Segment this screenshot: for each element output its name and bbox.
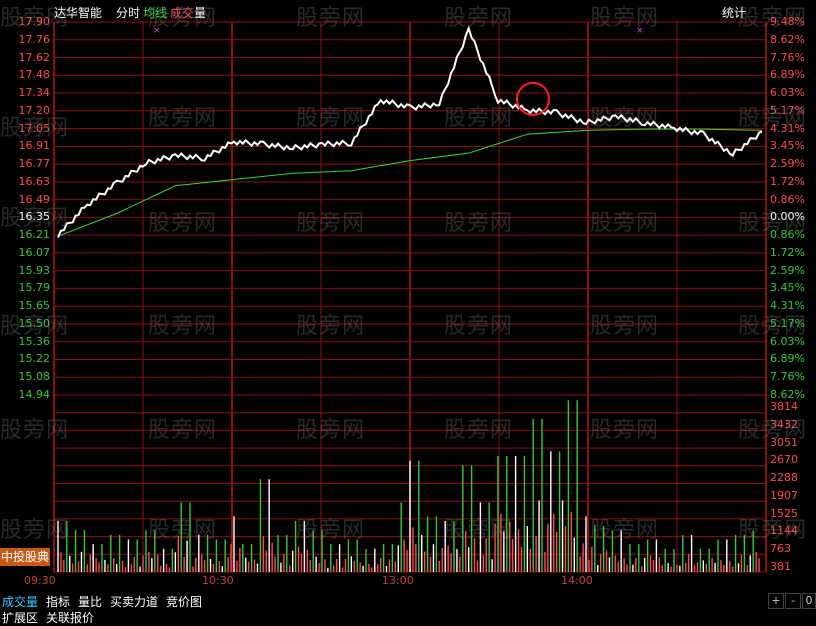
- stock-name: 达华智能: [54, 6, 103, 20]
- bottom-toolbar: 成交量 指标 量比 买卖力道 竞价图 扩展区 关联报价: [0, 591, 816, 625]
- percent-tick: 6.89%: [770, 352, 805, 366]
- percent-tick: 8.62%: [770, 32, 805, 46]
- event-marker-icon: ×: [153, 26, 161, 36]
- price-tick: 16.77: [18, 157, 51, 171]
- percent-tick: 5.17%: [770, 103, 805, 117]
- time-tick: 09:30: [24, 574, 56, 587]
- volume-legend-suffix: 量: [194, 6, 207, 20]
- volume-tick: 763: [770, 541, 791, 555]
- percent-tick: 0.00%: [770, 210, 805, 224]
- percent-tick: 3.45%: [770, 281, 805, 295]
- zoom-in-button[interactable]: +: [768, 593, 784, 609]
- volume-tick: 2288: [770, 471, 798, 485]
- percent-tick: 8.62%: [770, 388, 805, 401]
- time-tick: 14:00: [561, 574, 593, 587]
- event-marker-icon: ×: [636, 26, 644, 36]
- volume-legend: 成交: [170, 6, 195, 20]
- percent-tick: 6.03%: [770, 86, 805, 100]
- percent-tick: 0.86%: [770, 192, 805, 206]
- volume-tick: 3051: [770, 435, 798, 449]
- percent-tick: 3.45%: [770, 139, 805, 153]
- stats-button[interactable]: 统计: [722, 6, 747, 20]
- mode-label[interactable]: 分时: [116, 6, 141, 20]
- price-tick: 16.21: [18, 228, 51, 242]
- percent-tick: 6.89%: [770, 68, 805, 82]
- price-tick: 15.65: [18, 299, 51, 313]
- tab-buy-sell-force[interactable]: 买卖力道: [110, 595, 159, 609]
- price-tick: 17.48: [18, 68, 51, 82]
- tab-indicator[interactable]: 指标: [46, 595, 71, 609]
- percent-tick: 9.48%: [770, 15, 805, 28]
- zoom-out-button[interactable]: -: [785, 593, 801, 609]
- average-price-line: [57, 128, 763, 237]
- reset-button[interactable]: 0: [802, 593, 816, 609]
- price-tick: 15.93: [18, 263, 51, 277]
- volume-tick: 1525: [770, 506, 798, 520]
- percent-tick: 0.86%: [770, 228, 805, 242]
- tab-volume[interactable]: 成交量: [2, 595, 39, 609]
- volume-tick: 1907: [770, 488, 798, 502]
- price-tick: 17.90: [18, 15, 51, 28]
- price-tick: 15.50: [18, 316, 51, 330]
- price-tick: 16.49: [18, 192, 51, 206]
- percent-tick: 5.17%: [770, 316, 805, 330]
- percent-tick: 6.03%: [770, 334, 805, 348]
- chart-header: 达华智能 分时 均线 成交 量 统计: [0, 0, 816, 22]
- time-tick: 10:30: [202, 574, 234, 587]
- percent-tick: 7.76%: [770, 50, 805, 64]
- price-tick: 16.91: [18, 139, 51, 153]
- tab-related-quotes[interactable]: 关联报价: [46, 611, 95, 625]
- volume-tick: 381: [770, 559, 791, 573]
- tab-extension[interactable]: 扩展区: [2, 611, 39, 625]
- time-tick: 13:00: [382, 574, 414, 587]
- volume-tick: 3432: [770, 418, 798, 432]
- price-tick: 15.08: [18, 370, 51, 384]
- price-tick: 16.35: [18, 210, 51, 224]
- volume-tick: 2670: [770, 453, 798, 467]
- volume-tick: 1144: [770, 524, 798, 538]
- price-tick: 16.07: [18, 245, 51, 259]
- percent-tick: 4.31%: [770, 121, 805, 135]
- percent-tick: 2.59%: [770, 157, 805, 171]
- percent-tick: 1.72%: [770, 245, 805, 259]
- price-tick: 15.36: [18, 334, 51, 348]
- tab-auction[interactable]: 竞价图: [166, 595, 203, 609]
- percent-tick: 7.76%: [770, 370, 805, 384]
- price-tick: 17.05: [18, 121, 51, 135]
- percent-tick: 2.59%: [770, 263, 805, 277]
- zhongtou-badge[interactable]: 中投股典: [0, 548, 50, 566]
- volume-tick: 3814: [770, 400, 798, 414]
- price-tick: 16.63: [18, 174, 51, 188]
- tab-volume-ratio[interactable]: 量比: [78, 595, 103, 609]
- price-line: [57, 25, 763, 238]
- price-tick: 17.20: [18, 103, 51, 117]
- price-tick: 17.62: [18, 50, 51, 64]
- avg-line-legend: 均线: [143, 6, 168, 20]
- price-tick: 17.34: [18, 86, 51, 100]
- percent-tick: 4.31%: [770, 299, 805, 313]
- volume-bars: [57, 400, 760, 572]
- price-tick: 17.76: [18, 32, 51, 46]
- price-tick: 15.79: [18, 281, 51, 295]
- price-tick: 15.22: [18, 352, 51, 366]
- price-tick: 14.94: [18, 388, 51, 401]
- percent-tick: 1.72%: [770, 174, 805, 188]
- highlight-circle: [516, 82, 550, 116]
